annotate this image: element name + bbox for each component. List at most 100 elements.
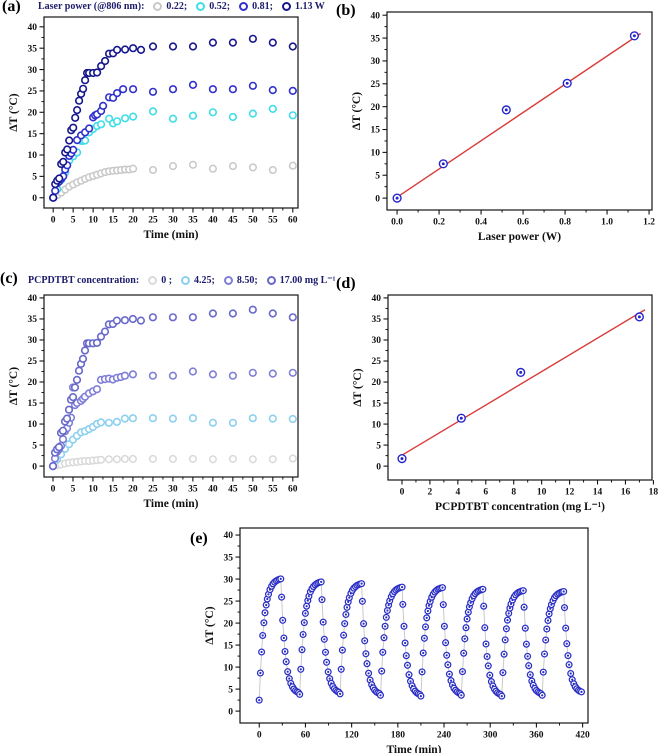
svg-text:10: 10 (224, 663, 234, 673)
panel-a-chart: 0 5 10 15 20 25 30 35 40 45 50 55 60 0 5 10 15 20 25 30 35 40… (8, 16, 299, 241)
svg-text:45: 45 (228, 485, 238, 495)
legend-swatch-icon (239, 2, 249, 11)
svg-text:1.0: 1.0 (601, 218, 613, 228)
svg-text:50: 50 (248, 216, 258, 226)
svg-text:25: 25 (372, 357, 382, 367)
svg-text:40: 40 (371, 11, 381, 21)
svg-text:20: 20 (371, 103, 381, 113)
svg-text:4: 4 (455, 488, 460, 498)
svg-text:0: 0 (51, 216, 56, 226)
svg-text:5: 5 (228, 685, 233, 695)
svg-text:PCPDTBT concentration (mg L⁻¹): PCPDTBT concentration (mg L⁻¹) (435, 501, 605, 513)
svg-text:15: 15 (224, 641, 234, 651)
svg-text:55: 55 (268, 216, 278, 226)
svg-text:25: 25 (371, 80, 381, 90)
panel-a-letter: (a) (2, 0, 21, 15)
svg-text:60: 60 (288, 216, 298, 226)
panel-b-letter: (b) (336, 2, 356, 19)
svg-text:15: 15 (108, 485, 118, 495)
svg-text:30: 30 (224, 575, 234, 585)
svg-text:0: 0 (51, 485, 56, 495)
svg-text:Laser power (W): Laser power (W) (478, 231, 561, 243)
svg-text:10: 10 (88, 216, 98, 226)
svg-text:ΔT (°C): ΔT (°C) (204, 606, 216, 644)
svg-text:14: 14 (593, 488, 603, 498)
svg-text:25: 25 (148, 485, 158, 495)
svg-text:2: 2 (428, 488, 433, 498)
panel-d-letter: (d) (336, 275, 356, 292)
legend-swatch-icon (181, 276, 191, 285)
svg-text:1.2: 1.2 (643, 218, 655, 228)
svg-text:35: 35 (371, 34, 381, 44)
legend-item-label: 0.52; (209, 1, 231, 12)
svg-text:30: 30 (28, 66, 38, 76)
svg-text:30: 30 (28, 336, 38, 346)
svg-text:45: 45 (228, 216, 238, 226)
svg-text:20: 20 (128, 216, 138, 226)
svg-text:16: 16 (621, 488, 631, 498)
svg-text:0: 0 (32, 462, 37, 472)
svg-text:ΔT (°C): ΔT (°C) (352, 368, 364, 406)
svg-text:420: 420 (575, 731, 590, 741)
svg-text:50: 50 (248, 485, 258, 495)
svg-text:18: 18 (649, 488, 659, 498)
svg-text:0: 0 (375, 194, 380, 204)
svg-text:15: 15 (28, 130, 38, 140)
svg-text:0.2: 0.2 (433, 218, 445, 228)
panel-d: (d) 0 2 4 6 8 10 12 14 16 18 0 5 10 15 20 25 30 35 40 PCPDT… (330, 265, 665, 523)
svg-text:40: 40 (28, 23, 38, 33)
svg-text:40: 40 (28, 294, 38, 304)
legend-swatch-icon (223, 276, 233, 285)
svg-text:35: 35 (28, 315, 38, 325)
svg-text:20: 20 (28, 378, 38, 388)
svg-text:ΔT (°C): ΔT (°C) (8, 367, 20, 405)
svg-text:15: 15 (371, 126, 381, 136)
svg-text:25: 25 (28, 357, 38, 367)
svg-text:180: 180 (391, 731, 406, 741)
legend-item-label: 1.13 W (294, 1, 325, 12)
svg-text:10: 10 (28, 151, 38, 161)
svg-text:0: 0 (376, 462, 381, 472)
svg-text:35: 35 (28, 44, 38, 54)
svg-text:240: 240 (437, 731, 452, 741)
svg-text:15: 15 (28, 399, 38, 409)
svg-text:10: 10 (88, 485, 98, 495)
svg-text:40: 40 (208, 485, 218, 495)
svg-text:35: 35 (224, 553, 234, 563)
svg-text:0.0: 0.0 (391, 218, 403, 228)
panel-c-chart: 0 5 10 15 20 25 30 35 40 45 50 55 60 0 5 10 15 20 25 30 35 40… (8, 294, 299, 510)
svg-text:10: 10 (537, 488, 547, 498)
svg-text:40: 40 (224, 531, 234, 541)
svg-text:10: 10 (28, 420, 38, 430)
panel-c: (c) PCPDTBT concentration: 0 ; 4.25; 8.50;… (0, 265, 336, 523)
svg-text:10: 10 (371, 149, 381, 159)
svg-text:0.6: 0.6 (517, 218, 529, 228)
svg-text:35: 35 (188, 485, 198, 495)
legend-swatch-icon (148, 276, 158, 285)
svg-text:0: 0 (32, 194, 37, 204)
legend-prefix: PCPDTBT concentration: (28, 275, 140, 286)
svg-text:20: 20 (28, 108, 38, 118)
panel-c-legend: PCPDTBT concentration: 0 ; 4.25; 8.50; 17.0… (28, 275, 336, 286)
legend-swatch-icon (266, 276, 276, 285)
legend-item-label: 0 ; (161, 275, 173, 286)
svg-text:5: 5 (375, 171, 380, 181)
svg-text:20: 20 (224, 619, 234, 629)
svg-text:35: 35 (188, 216, 198, 226)
panel-e-chart: 0 60 120 180 240 300 360 420 0 5 10 15 20 25 30 35 40 Tim… (204, 527, 590, 753)
legend-swatch-icon (153, 2, 163, 11)
svg-text:5: 5 (32, 173, 37, 183)
legend-item-label: 17.00 mg L⁻¹ (279, 275, 336, 286)
svg-text:0: 0 (228, 707, 233, 717)
svg-text:25: 25 (148, 216, 158, 226)
svg-text:0: 0 (400, 488, 405, 498)
svg-text:6: 6 (483, 488, 488, 498)
svg-text:360: 360 (529, 731, 544, 741)
svg-text:20: 20 (128, 485, 138, 495)
svg-text:5: 5 (376, 441, 381, 451)
svg-text:25: 25 (224, 597, 234, 607)
svg-text:60: 60 (288, 485, 298, 495)
svg-text:60: 60 (301, 731, 311, 741)
panel-a: (a) Laser power (@806 nm): 0.22; 0.52; 0.8… (0, 0, 330, 265)
